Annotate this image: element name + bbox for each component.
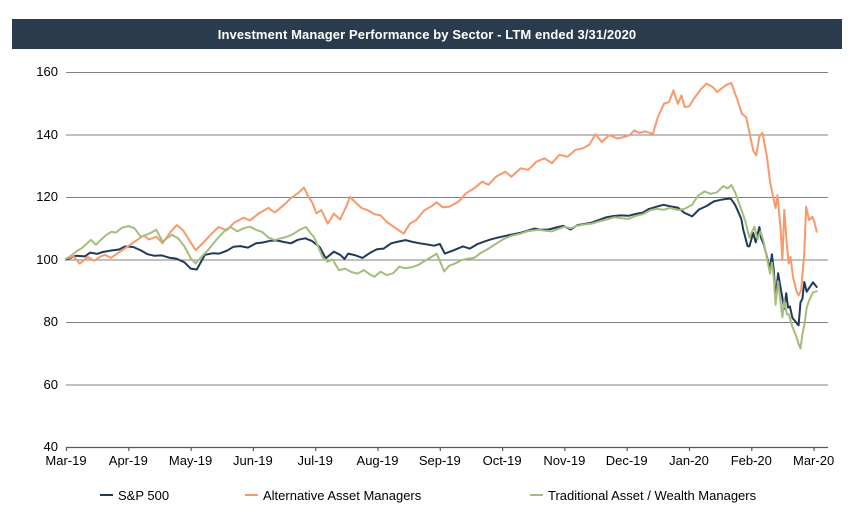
x-tick-label-Feb-20: Feb-20	[730, 453, 772, 468]
x-tick-label-Apr-19: Apr-19	[108, 453, 148, 468]
y-tick-label-140: 140	[36, 126, 58, 142]
legend-item-alternative-asset-managers: Alternative Asset Managers	[245, 487, 421, 503]
traditional-legend-label: Traditional Asset / Wealth Managers	[548, 487, 757, 503]
x-tick-label-Jun-19: Jun-19	[233, 453, 273, 468]
x-tick-label-Jan-20: Jan-20	[669, 453, 709, 468]
y-tick-label-160: 160	[36, 64, 58, 79]
x-tick-label-Oct-19: Oct-19	[482, 453, 522, 468]
x-tick-label-Nov-19: Nov-19	[543, 453, 586, 468]
y-tick-label-80: 80	[43, 314, 58, 329]
alternative-legend-dash-icon	[245, 494, 258, 496]
alternative-legend-label: Alternative Asset Managers	[263, 487, 422, 503]
sp500-series-line	[65, 197, 818, 327]
x-tick-label-Mar-20: Mar-20	[793, 453, 835, 468]
legend-item-traditional-wealth-managers: Traditional Asset / Wealth Managers	[530, 487, 756, 503]
x-tick-label-Aug-19: Aug-19	[356, 453, 399, 468]
chart-title: Investment Manager Performance by Sector…	[217, 26, 637, 42]
traditional-series-line	[65, 184, 818, 350]
y-tick-label-120: 120	[36, 189, 58, 204]
x-tick-label-Sep-19: Sep-19	[418, 453, 461, 468]
x-tick-label-Jul-19: Jul-19	[297, 453, 333, 468]
sp500-legend-dash-icon	[100, 494, 113, 496]
x-tick-label-Dec-19: Dec-19	[605, 453, 648, 468]
sp500-legend-label: S&P 500	[118, 487, 170, 503]
x-tick-label-May-19: May-19	[168, 453, 213, 468]
alternative-series-line	[65, 81, 818, 297]
y-tick-label-100: 100	[36, 251, 58, 267]
traditional-legend-dash-icon	[530, 494, 543, 496]
y-tick-label-60: 60	[43, 376, 58, 392]
y-tick-label-40: 40	[43, 439, 58, 454]
chart-title-bar: Investment Manager Performance by Sector…	[12, 19, 842, 49]
legend-item-sp500: S&P 500	[100, 487, 169, 503]
x-tick-label-Mar-19: Mar-19	[45, 453, 87, 468]
